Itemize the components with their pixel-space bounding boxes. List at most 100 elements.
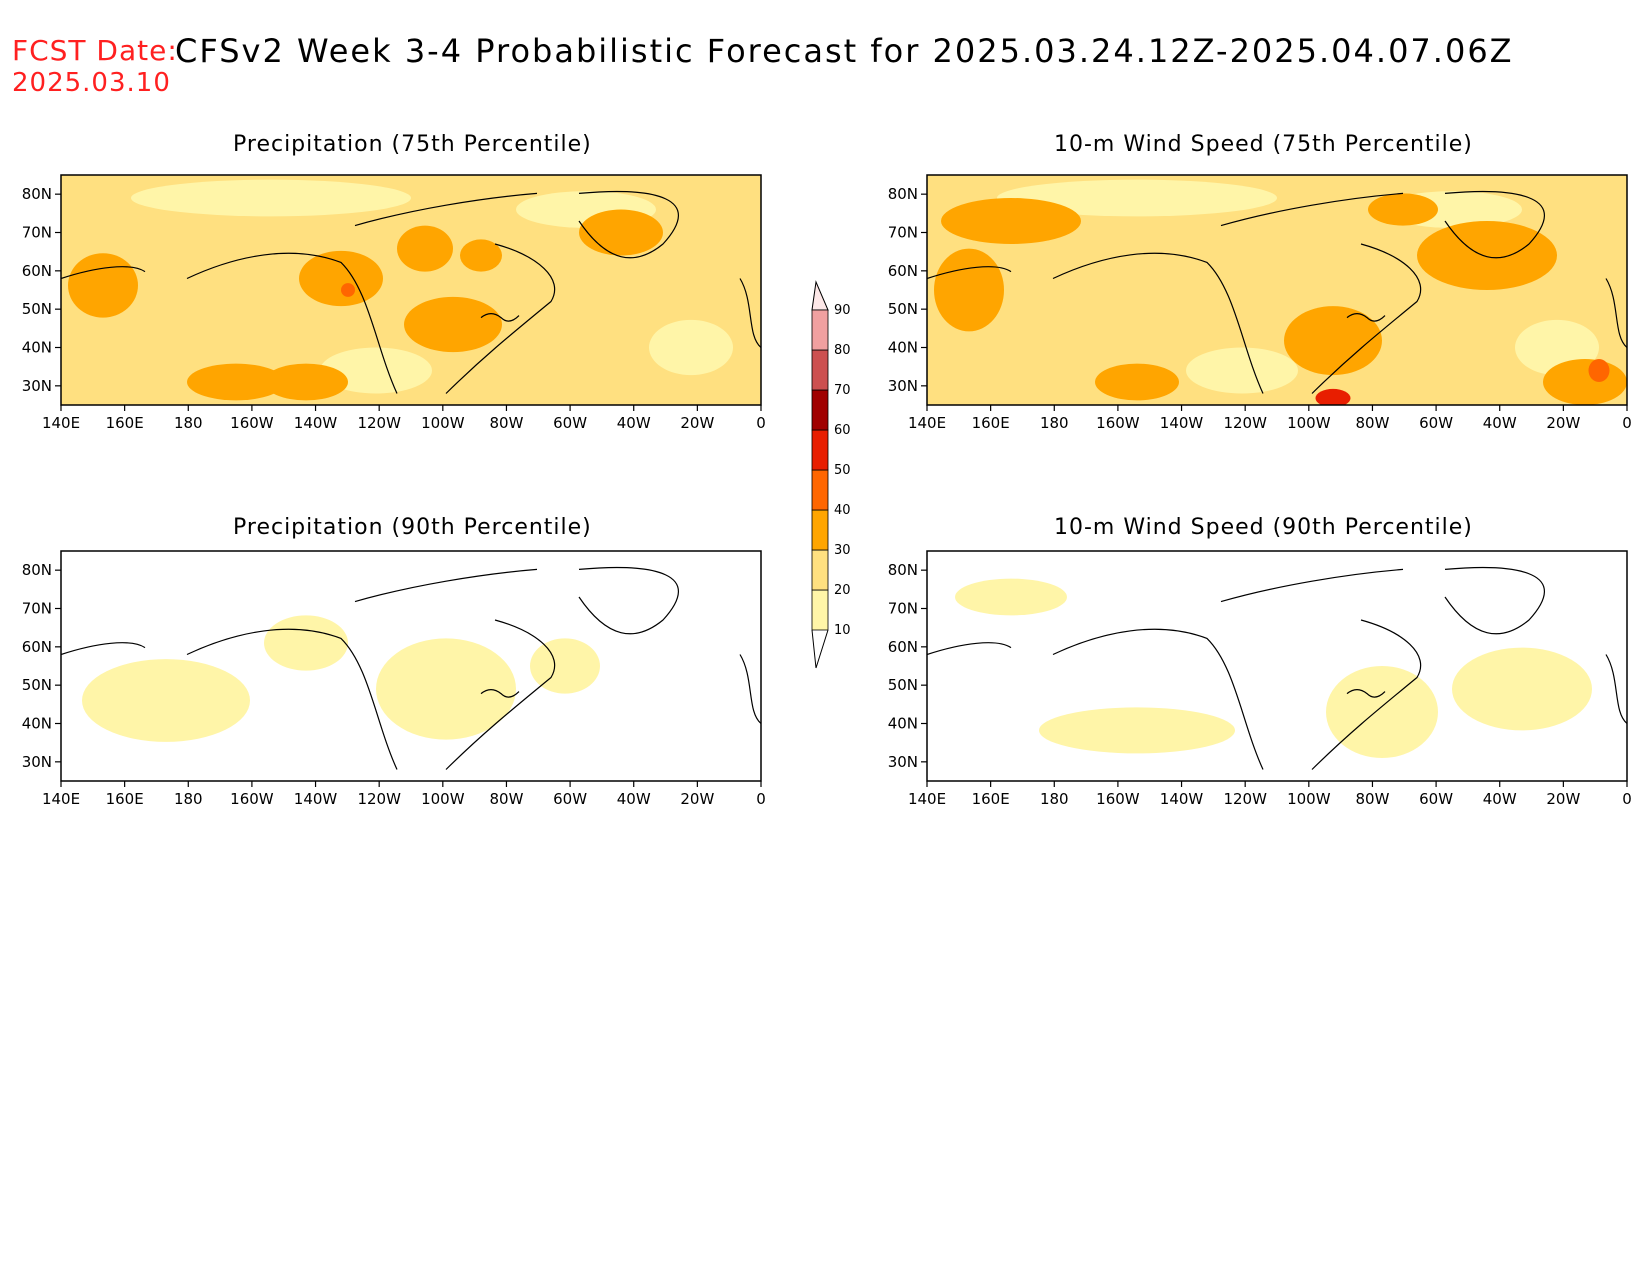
legend-swatch <box>811 549 829 591</box>
lon-tick-label: 120W <box>357 414 401 432</box>
contour-region-30 <box>1543 359 1627 405</box>
lon-tick-label: 160W <box>1096 414 1140 432</box>
legend-label: 30 <box>834 543 851 558</box>
contour-region-10 <box>997 179 1277 217</box>
contour-region-30 <box>1284 306 1382 376</box>
panel-title-precip-90: Precipitation (90th Percentile) <box>233 515 592 540</box>
contour-region-30 <box>934 248 1004 332</box>
contour-region-10 <box>1186 347 1298 394</box>
contour-region-30 <box>68 253 138 318</box>
lat-tick-label: 40N <box>888 339 918 357</box>
lat-tick-label: 30N <box>888 753 918 771</box>
lon-tick-label: 160W <box>1096 790 1140 808</box>
legend-label: 80 <box>834 343 851 358</box>
lat-tick-label: 80N <box>22 185 52 203</box>
lat-tick-label: 50N <box>22 300 52 318</box>
legend-label: 50 <box>834 463 851 478</box>
lon-tick-label: 60W <box>1419 414 1453 432</box>
legend-bottom-arrow <box>811 629 829 669</box>
lat-tick-label: 40N <box>22 339 52 357</box>
map-frame <box>926 174 1628 406</box>
lon-tick-label: 60W <box>553 414 587 432</box>
lon-tick-label: 20W <box>680 414 714 432</box>
lat-tick-label: 30N <box>888 377 918 395</box>
lon-tick-label: 40W <box>1483 414 1517 432</box>
legend-label: 10 <box>834 623 851 638</box>
lon-tick-label: 180 <box>1040 790 1069 808</box>
lon-tick-label: 100W <box>1287 414 1331 432</box>
great-lakes <box>1346 313 1386 322</box>
lon-tick-label: 180 <box>174 414 203 432</box>
map-frame <box>60 550 762 782</box>
contour-region-30 <box>299 250 383 307</box>
legend-label: 60 <box>834 423 851 438</box>
legend-swatch <box>811 589 829 631</box>
contour-region-30 <box>264 363 348 401</box>
lat-tick-label: 80N <box>22 561 52 579</box>
lon-tick-label: 100W <box>421 790 465 808</box>
legend-swatch <box>811 429 829 471</box>
lat-tick-label: 70N <box>888 224 918 242</box>
panel-title-wind-75: 10-m Wind Speed (75th Percentile) <box>1054 132 1473 157</box>
panel-title-precip-75: Precipitation (75th Percentile) <box>233 132 592 157</box>
lon-tick-label: 140E <box>908 790 946 808</box>
lon-tick-label: 140E <box>42 790 80 808</box>
lon-tick-label: 140W <box>1160 414 1204 432</box>
lon-tick-label: 120W <box>1223 790 1267 808</box>
lat-tick-label: 50N <box>22 676 52 694</box>
contour-region-40 <box>1588 359 1610 382</box>
lon-tick-label: 160W <box>230 790 274 808</box>
lon-tick-label: 20W <box>1546 414 1580 432</box>
contour-region-30 <box>579 209 663 256</box>
contour-region-30 <box>1417 221 1557 290</box>
lon-tick-label: 20W <box>1546 790 1580 808</box>
coastline <box>927 191 1627 394</box>
map-precip-75: 140E 160E 180 160W 140W 120W 100W 80W 60W 40W 20W 0… <box>22 174 766 432</box>
lon-tick-label: 0 <box>1622 414 1632 432</box>
lon-tick-label: 0 <box>1622 790 1632 808</box>
lat-tick-label: 60N <box>888 262 918 280</box>
contour-region-10 <box>1326 666 1438 758</box>
lon-tick-label: 0 <box>756 790 766 808</box>
contour-region-10 <box>264 615 348 671</box>
contour-region-30 <box>404 296 502 353</box>
contour-region-10 <box>131 179 411 217</box>
lon-tick-label: 80W <box>1355 790 1389 808</box>
contour-region-30 <box>941 198 1081 244</box>
great-lakes <box>480 689 520 698</box>
lon-tick-label: 80W <box>1355 414 1389 432</box>
contour-region-10 <box>530 638 600 694</box>
lat-tick-label: 60N <box>888 638 918 656</box>
great-lakes <box>1346 689 1386 698</box>
map-frame <box>60 174 762 406</box>
map-wind-75: 140E 160E 180 160W 140W 120W 100W 80W 60W 40W 20W 0… <box>888 174 1632 432</box>
coastline <box>61 191 761 394</box>
legend-label: 70 <box>834 383 851 398</box>
legend-swatch <box>811 469 829 511</box>
map-frame <box>926 550 1628 782</box>
lon-tick-label: 80W <box>489 790 523 808</box>
lat-tick-label: 80N <box>888 185 918 203</box>
contour-region-10 <box>955 578 1067 616</box>
lat-tick-label: 40N <box>22 715 52 733</box>
legend-label: 20 <box>834 583 851 598</box>
lon-tick-label: 100W <box>421 414 465 432</box>
contour-region-40 <box>341 283 355 297</box>
legend-swatch <box>811 509 829 551</box>
contour-region-30 <box>460 239 502 272</box>
lat-tick-label: 50N <box>888 676 918 694</box>
lat-tick-label: 70N <box>888 600 918 618</box>
contour-region-10 <box>649 319 733 376</box>
lon-tick-label: 140E <box>908 414 946 432</box>
legend-label: 40 <box>834 503 851 518</box>
lat-tick-label: 60N <box>22 638 52 656</box>
lon-tick-label: 60W <box>1419 790 1453 808</box>
lon-tick-label: 160E <box>972 790 1010 808</box>
lon-tick-label: 120W <box>357 790 401 808</box>
lat-tick-label: 80N <box>888 561 918 579</box>
contour-region-50 <box>1315 388 1351 405</box>
lon-tick-label: 60W <box>553 790 587 808</box>
fcst-date-label: FCST Date: <box>12 34 178 67</box>
lat-tick-label: 40N <box>888 715 918 733</box>
lon-tick-label: 160E <box>972 414 1010 432</box>
